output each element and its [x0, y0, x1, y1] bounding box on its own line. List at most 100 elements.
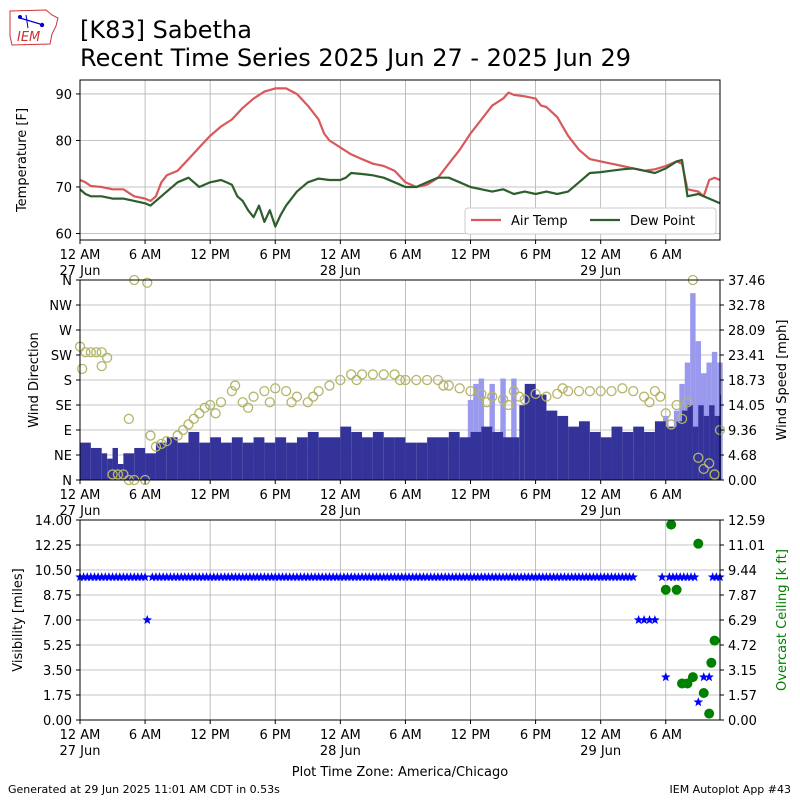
- visibility-marker: [241, 572, 252, 582]
- wind-direction-marker: [242, 402, 254, 413]
- wind-speed-bar: [524, 383, 536, 480]
- plot-frame: [79, 79, 721, 241]
- visibility-marker: [664, 572, 675, 582]
- wind-speed-bar: [221, 442, 232, 480]
- visibility-marker: [686, 572, 696, 582]
- logo-text: IEM: [17, 30, 40, 45]
- visibility-marker: [523, 572, 534, 582]
- wind-direction-marker: [595, 385, 606, 397]
- visibility-marker: [530, 572, 541, 582]
- wind-direction-marker: [308, 391, 319, 402]
- visibility-marker: [205, 572, 215, 582]
- x-tick-label: 12 PM: [451, 248, 491, 263]
- wind-direction-marker: [411, 374, 422, 386]
- visibility-marker: [425, 572, 436, 582]
- wind-direction-marker: [335, 374, 346, 386]
- x-axis-label: Plot Time Zone: America/Chicago: [292, 765, 508, 780]
- ceiling-marker: [693, 538, 704, 549]
- y-axis-label-right: Overcast Ceiling [k ft]: [775, 549, 790, 691]
- wind-direction-marker: [481, 397, 492, 408]
- ceiling-marker: [706, 657, 717, 668]
- gust-bar: [500, 378, 506, 480]
- wind-speed-bar: [676, 421, 683, 480]
- visibility-marker: [538, 572, 548, 582]
- visibility-marker: [458, 572, 468, 582]
- ceiling-marker: [698, 687, 709, 698]
- x-tick-label: 12 AM: [320, 248, 361, 263]
- wind-direction-marker: [671, 399, 682, 411]
- visibility-marker: [633, 615, 644, 624]
- visibility-marker: [96, 572, 107, 582]
- visibility-marker: [447, 572, 458, 582]
- wind-direction-marker: [649, 385, 661, 397]
- wind-direction-marker: [644, 397, 655, 408]
- x-tick-label: 6 AM: [389, 728, 422, 743]
- visibility-marker: [462, 572, 472, 582]
- visibility-marker: [288, 572, 299, 582]
- wind-direction-marker: [286, 397, 297, 408]
- temperature-panel: 60 70 80 90 Temperature [F] Air Temp Dew Point…: [15, 79, 721, 279]
- wind-direction-marker: [465, 385, 476, 397]
- ceiling-marker: [671, 584, 682, 595]
- visibility-marker: [277, 572, 288, 582]
- iem-logo: IEM: [6, 6, 64, 54]
- wind-direction-marker: [573, 385, 585, 397]
- x-date-label: 27 Jun: [60, 264, 101, 279]
- wind-direction-marker: [205, 399, 216, 411]
- wind-speed-bar: [123, 453, 135, 480]
- wind-speed-bar: [351, 431, 363, 480]
- wind-direction-marker: [394, 374, 406, 386]
- visibility-marker: [480, 572, 490, 582]
- visibility-marker: [407, 572, 418, 582]
- direction-tick-label: E: [64, 424, 72, 439]
- wind-speed-bar: [253, 437, 265, 480]
- wind-direction-marker: [497, 394, 509, 405]
- wind-speed-bar: [394, 437, 406, 480]
- speed-tick-label: 18.73: [728, 374, 765, 389]
- visibility-marker: [487, 572, 497, 582]
- x-tick-label: 12 AM: [60, 728, 101, 743]
- visibility-marker: [566, 572, 577, 582]
- visibility-marker: [519, 572, 530, 582]
- visibility-marker: [707, 572, 718, 582]
- visibility-marker: [563, 572, 573, 582]
- visibility-marker: [711, 572, 722, 582]
- wind-speed-bar: [242, 442, 254, 480]
- legend-label: Air Temp: [511, 214, 568, 229]
- x-tick-label: 6 AM: [389, 248, 422, 263]
- wind-speed-bar: [709, 405, 715, 480]
- x-tick-label: 12 PM: [451, 728, 491, 743]
- visibility-marker: [469, 572, 479, 582]
- wind-speed-bar: [665, 426, 677, 480]
- visibility-marker: [133, 572, 143, 582]
- visibility-marker: [606, 572, 617, 582]
- ceiling-tick-label: 1.57: [728, 689, 757, 704]
- y-axis-label: Temperature [F]: [15, 108, 30, 213]
- visibility-marker: [172, 572, 183, 582]
- visibility-marker: [689, 572, 700, 582]
- y-tick-label: 70: [55, 181, 72, 196]
- wind-direction-marker: [508, 385, 520, 397]
- wind-speed-bar: [416, 442, 428, 480]
- visibility-marker: [501, 572, 512, 582]
- wind-direction-marker: [552, 388, 563, 400]
- wind-direction-marker: [248, 391, 259, 402]
- visibility-marker: [440, 572, 450, 582]
- wind-speed-bar: [372, 431, 384, 480]
- wind-direction-marker: [215, 397, 227, 408]
- visibility-marker: [411, 572, 421, 582]
- x-tick-label: 12 PM: [190, 488, 230, 503]
- wind-direction-marker: [584, 385, 595, 397]
- wind-direction-marker: [514, 391, 525, 402]
- visibility-marker: [339, 572, 349, 582]
- wind-speed-bar: [318, 437, 330, 480]
- visibility-marker: [444, 572, 454, 582]
- visibility-marker: [328, 572, 338, 582]
- visibility-marker: [679, 572, 689, 582]
- visibility-panel: 0.00 1.75 3.50 5.25 7.00 8.75 10.50 12.25 14.00 0…: [11, 514, 790, 780]
- wind-direction-marker: [519, 394, 530, 405]
- visibility-marker: [570, 572, 581, 582]
- visibility-marker: [111, 572, 121, 582]
- wind-speed-bar: [557, 415, 569, 480]
- wind-direction-marker: [91, 347, 102, 358]
